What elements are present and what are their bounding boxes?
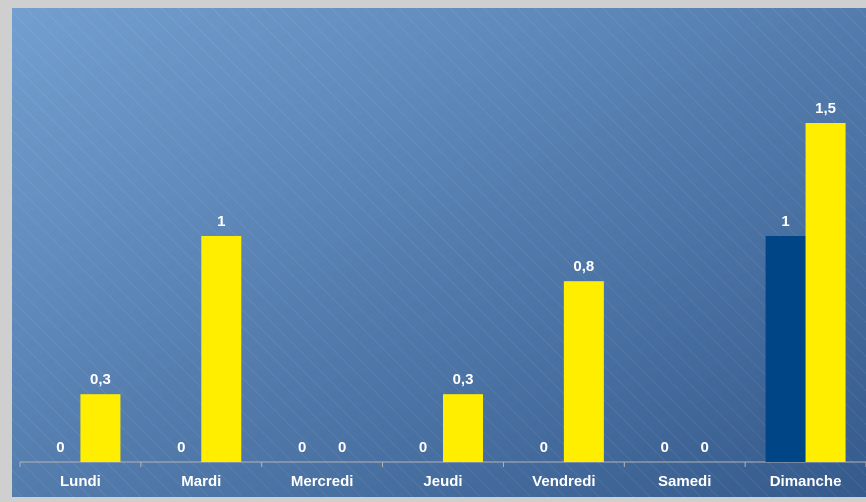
value-label: 0,3 (90, 371, 111, 388)
value-label: 0 (661, 439, 669, 456)
value-label: 0 (701, 439, 709, 456)
bar (443, 394, 483, 462)
value-label: 0 (298, 439, 306, 456)
value-label: 1 (781, 213, 789, 230)
value-label: 1 (217, 213, 225, 230)
x-tick-label: Mercredi (291, 473, 354, 490)
value-label: 0,8 (573, 258, 594, 275)
x-tick-label: Dimanche (770, 473, 842, 490)
value-label: 0 (419, 439, 427, 456)
x-tick-label: Mardi (181, 473, 221, 490)
value-label: 0,3 (453, 371, 474, 388)
value-label: 0 (540, 439, 548, 456)
x-tick-label: Samedi (658, 473, 711, 490)
x-tick-label: Lundi (60, 473, 101, 490)
value-label: 1,5 (815, 100, 836, 117)
value-label: 0 (177, 439, 185, 456)
bar (765, 236, 806, 462)
bar (805, 123, 846, 462)
hatch (12, 8, 866, 497)
value-label: 0 (338, 439, 346, 456)
bar (201, 236, 242, 462)
bar (80, 394, 121, 462)
x-tick-label: Vendredi (532, 473, 595, 490)
value-label: 0 (56, 439, 64, 456)
x-tick-label: Jeudi (423, 473, 462, 490)
bar (563, 281, 604, 462)
